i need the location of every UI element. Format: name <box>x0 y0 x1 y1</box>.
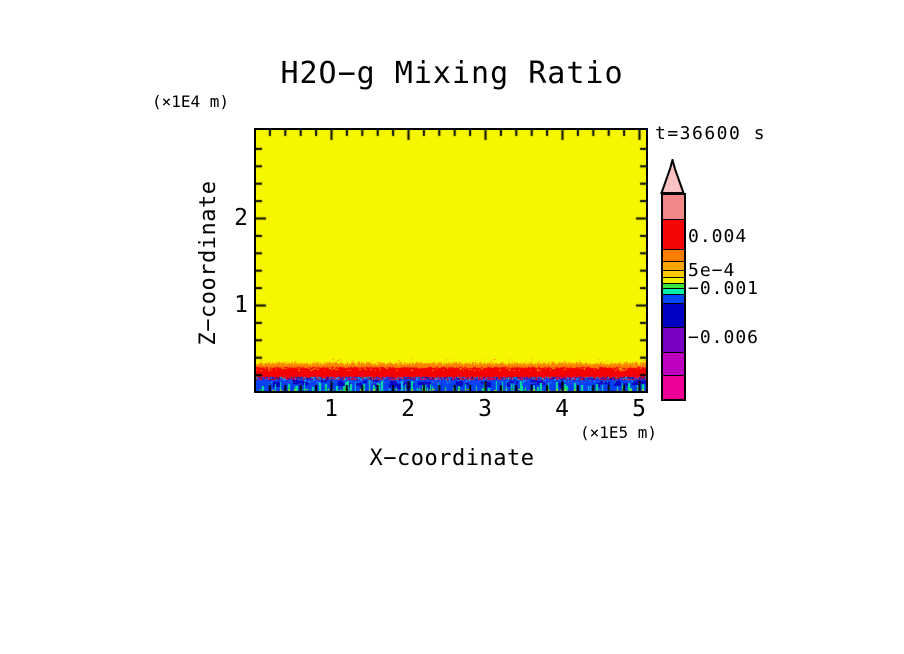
colorbar-segment <box>663 352 684 375</box>
x-tick-label: 4 <box>555 396 569 422</box>
colorbar-segment <box>663 249 684 261</box>
plot-frame <box>254 128 648 393</box>
x-tick-label: 2 <box>401 396 415 422</box>
y-axis-title: Z−coordinate <box>196 180 221 346</box>
colorbar-arrow-icon <box>660 159 685 194</box>
plot-canvas <box>256 130 646 391</box>
y-tick-label: 1 <box>234 292 248 318</box>
y-tick-label: 2 <box>234 205 248 231</box>
colorbar-level-label: −0.001 <box>688 278 760 299</box>
colorbar-segment <box>663 283 684 288</box>
colorbar-segment <box>663 219 684 249</box>
colorbar-segment <box>663 327 684 352</box>
colorbar-segment <box>663 294 684 303</box>
colorbar-segment <box>663 375 684 399</box>
x-tick-label: 1 <box>324 396 338 422</box>
x-tick-label: 3 <box>478 396 492 422</box>
colorbar-segment <box>663 303 684 327</box>
time-annotation: t=36600 s <box>655 123 767 144</box>
x-axis-title: X−coordinate <box>369 446 535 471</box>
y-axis-unit: (×1E4 m) <box>152 92 230 111</box>
colorbar-segment <box>663 261 684 270</box>
colorbar-segment <box>663 288 684 294</box>
x-axis-unit: (×1E5 m) <box>579 423 657 442</box>
colorbar-segment <box>663 270 684 277</box>
chart-title: H2O−g Mixing Ratio <box>280 56 624 91</box>
colorbar-level-label: 5e−4 <box>688 260 736 281</box>
colorbar-level-label: 0.004 <box>688 226 748 247</box>
colorbar-level-label: −0.006 <box>688 327 760 348</box>
colorbar <box>661 193 686 401</box>
colorbar-segment <box>663 195 684 219</box>
x-tick-label: 5 <box>632 396 646 422</box>
colorbar-segment <box>663 277 684 283</box>
